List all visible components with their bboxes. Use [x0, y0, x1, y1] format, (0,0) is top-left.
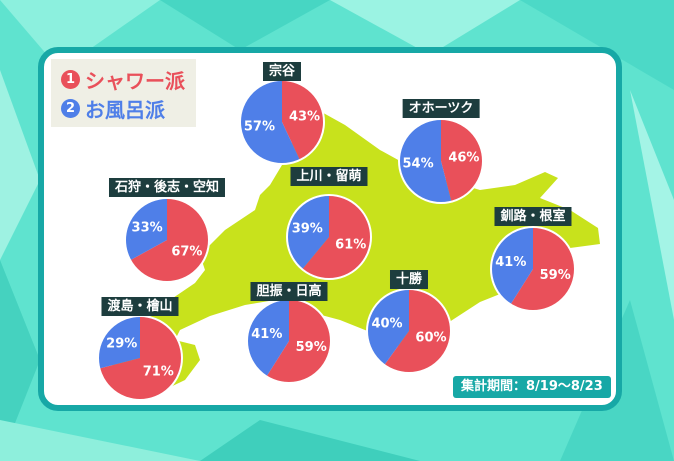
- pie-3: 61% 39%: [286, 194, 372, 280]
- data-label-bath: 54%: [403, 156, 434, 171]
- data-label-bath: 57%: [244, 120, 275, 135]
- pie-outline: [366, 288, 452, 374]
- legend-number-bath: 2: [61, 98, 80, 118]
- pie-1: 46% 54%: [398, 118, 484, 204]
- data-label-bath: 33%: [132, 221, 163, 236]
- region-label: 十勝: [389, 270, 429, 289]
- region-label: 宗谷: [262, 62, 302, 81]
- pie-slice-shower: [266, 299, 332, 383]
- pie-outline: [286, 194, 372, 280]
- pie-slice-bath: [247, 299, 289, 377]
- data-label-shower: 60%: [415, 331, 446, 346]
- pie-slice-shower: [130, 198, 209, 282]
- legend-item-shower: 1 シャワー派: [61, 65, 185, 93]
- pie-outline: [398, 118, 484, 204]
- legend-number-shower: 1: [61, 69, 80, 89]
- legend-item-bath: 2 お風呂派: [61, 94, 165, 122]
- pie-slice-shower: [441, 119, 483, 202]
- pie-slice-bath: [240, 80, 300, 164]
- region-label: 石狩・後志・空知: [108, 178, 226, 197]
- region-label: 上川・留萌: [290, 167, 368, 186]
- pie-outline: [124, 197, 210, 283]
- data-label-shower: 59%: [540, 268, 571, 283]
- pie-slice-shower: [384, 289, 451, 373]
- pie-2: 67% 33%: [124, 197, 210, 283]
- pie-4: 59% 41%: [490, 226, 576, 312]
- pie-7: 71% 29%: [97, 315, 183, 401]
- data-label-bath: 40%: [371, 316, 402, 331]
- legend: 1 シャワー派 2 お風呂派: [51, 59, 196, 127]
- pie-slice-bath: [97, 316, 140, 369]
- period-label: 集計期間：8/19〜8/23: [453, 376, 611, 398]
- pie-slice-shower: [282, 80, 324, 161]
- data-label-shower: 71%: [143, 365, 174, 380]
- data-label-shower: 46%: [448, 151, 479, 166]
- data-label-shower: 43%: [289, 109, 320, 124]
- pie-slice-bath: [287, 195, 329, 270]
- region-label: 胆振・日高: [250, 282, 328, 301]
- data-label-bath: 41%: [495, 255, 526, 270]
- pie-outline: [97, 315, 183, 401]
- pie-outline: [490, 226, 576, 312]
- pie-6: 59% 41%: [246, 298, 332, 384]
- legend-label-bath: お風呂派: [85, 97, 165, 122]
- pie-slice-bath: [491, 227, 533, 305]
- region-label: 釧路・根室: [494, 207, 572, 226]
- pie-slice-bath: [399, 119, 452, 203]
- legend-label-shower: シャワー派: [85, 68, 185, 93]
- pie-slice-shower: [510, 227, 576, 311]
- pie-5: 60% 40%: [366, 288, 452, 374]
- data-label-bath: 39%: [292, 222, 323, 237]
- data-label-bath: 41%: [251, 327, 282, 342]
- data-label-shower: 67%: [171, 244, 202, 259]
- data-label-bath: 29%: [106, 336, 137, 351]
- region-label: オホーツク: [402, 99, 480, 118]
- data-label-shower: 59%: [296, 340, 327, 355]
- data-label-shower: 61%: [335, 237, 366, 252]
- region-label: 渡島・檜山: [101, 297, 179, 316]
- pie-slice-bath: [367, 289, 409, 365]
- pie-0: 43% 57%: [239, 79, 325, 165]
- pie-slice-shower: [302, 195, 371, 279]
- pie-slice-shower: [99, 316, 183, 401]
